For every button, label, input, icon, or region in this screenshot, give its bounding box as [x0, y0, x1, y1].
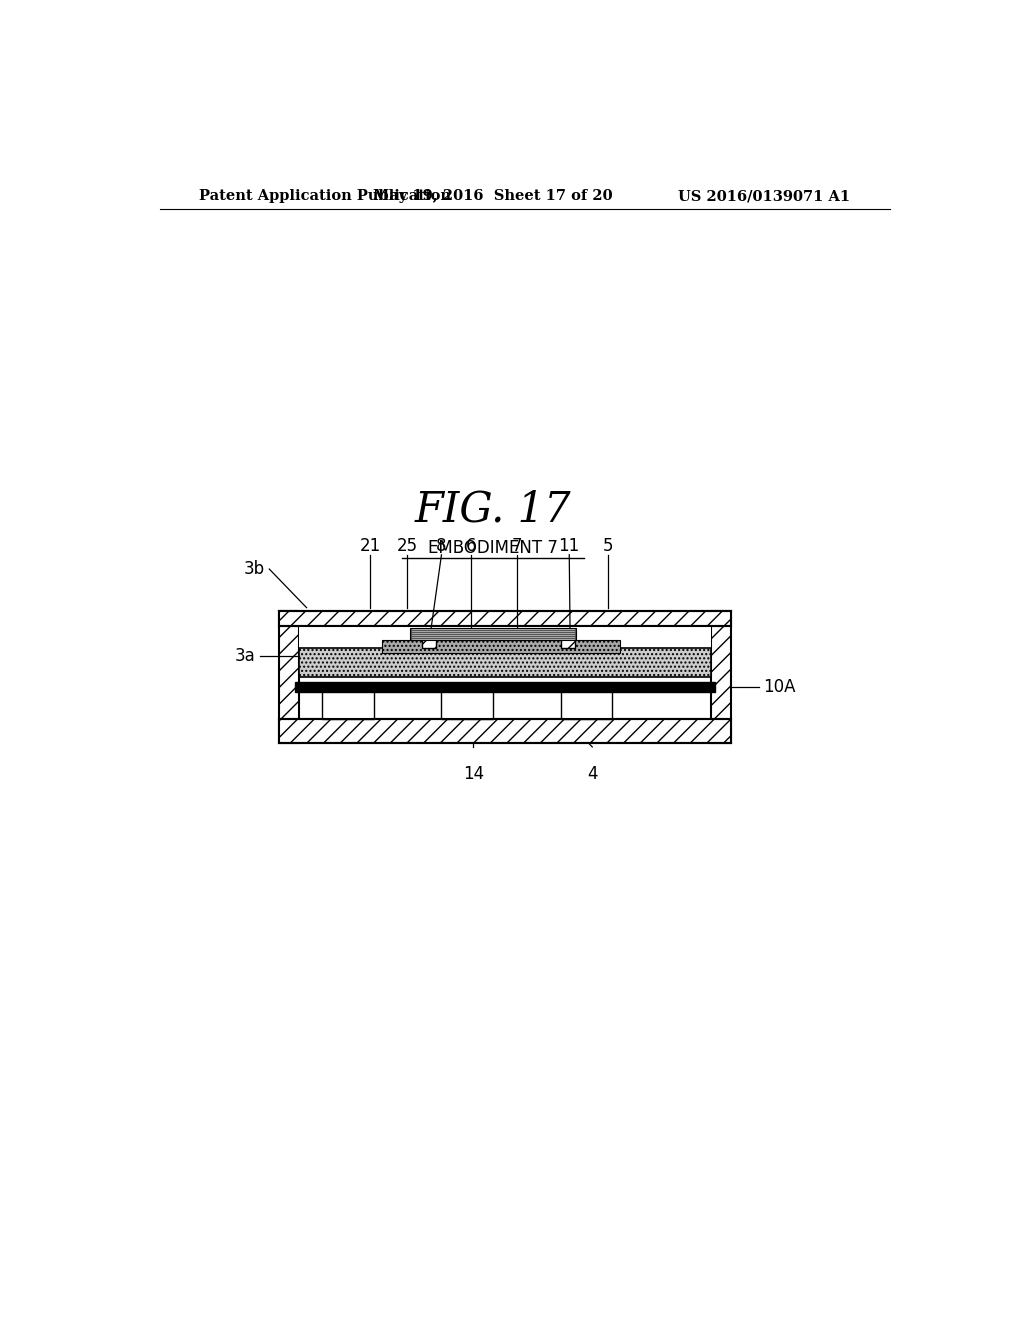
Text: 4: 4 [587, 766, 598, 783]
Text: 10A: 10A [763, 678, 796, 696]
Bar [422, 634, 436, 648]
Text: US 2016/0139071 A1: US 2016/0139071 A1 [678, 189, 850, 203]
Bar [299, 626, 712, 648]
Text: 5: 5 [603, 537, 613, 554]
Bar [560, 692, 612, 719]
Bar [382, 640, 620, 653]
Text: 8: 8 [436, 537, 446, 554]
Bar [279, 611, 299, 743]
Bar [279, 719, 731, 743]
Bar [279, 611, 731, 626]
Text: 11: 11 [559, 537, 580, 554]
Text: 25: 25 [396, 537, 418, 554]
Text: May 19, 2016  Sheet 17 of 20: May 19, 2016 Sheet 17 of 20 [373, 189, 613, 203]
Bar [299, 648, 712, 677]
Text: 14: 14 [463, 766, 483, 783]
Text: EMBODIMENT 7: EMBODIMENT 7 [428, 539, 558, 557]
Bar [410, 628, 577, 640]
Bar [323, 692, 374, 719]
Text: 3b: 3b [244, 560, 264, 578]
Bar [712, 611, 731, 743]
Bar [295, 682, 716, 692]
Text: 7: 7 [512, 537, 522, 554]
Text: Patent Application Publication: Patent Application Publication [200, 189, 452, 203]
Bar [441, 692, 494, 719]
Text: FIG. 17: FIG. 17 [415, 488, 571, 531]
Text: 21: 21 [359, 537, 381, 554]
Bar [560, 634, 574, 648]
Text: 3a: 3a [234, 647, 255, 665]
Text: 6: 6 [466, 537, 476, 554]
